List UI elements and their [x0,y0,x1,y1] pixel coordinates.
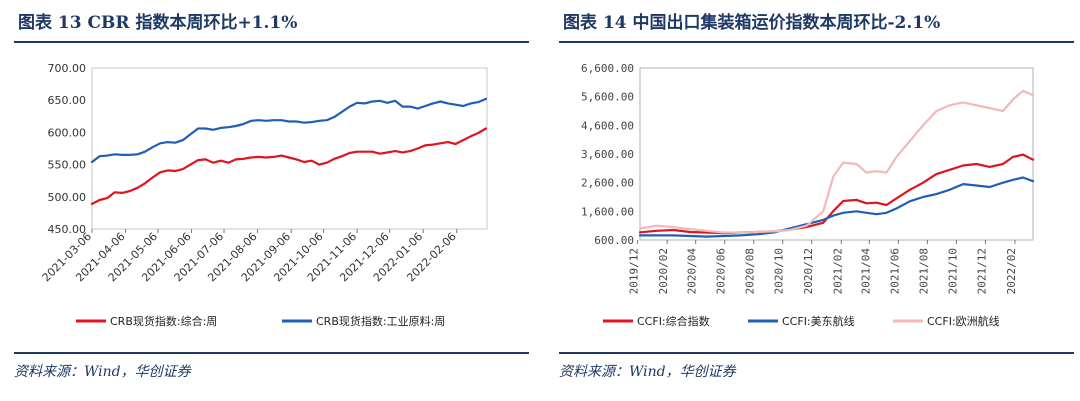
y-tick-label: 4,600.00 [581,119,634,132]
legend-label: CRB现货指数:工业原料:周 [316,314,445,328]
title-underline [559,41,1074,43]
x-tick-label: 2020/08 [744,248,757,294]
series-line-1 [90,97,487,164]
x-tick-label: 2020/12 [802,248,815,294]
y-tick-label: 550.00 [48,159,87,172]
x-tick-label: 2021/10 [946,248,959,294]
y-tick-label: 5,600.00 [581,91,634,104]
x-tick-label: 2019/12 [628,248,641,294]
y-tick-label: 650.00 [48,94,87,107]
x-tick-label: 2021/04 [859,248,872,295]
y-tick-label: 600.00 [48,126,87,139]
y-tick-label: 6,600.00 [581,62,634,75]
y-tick-label: 600.00 [594,234,634,247]
plot-area [639,67,1034,241]
source-note: 资料来源：Wind，华创证券 [14,364,191,380]
y-tick-label: 500.00 [48,191,87,204]
y-tick-label: 450.00 [48,223,87,236]
x-tick-label: 2020/10 [773,248,786,294]
chart-title: 图表 14 中国出口集装箱运价指数本周环比-2.1% [563,13,941,33]
x-tick-label: 2021/02 [831,248,844,294]
series-line-1 [638,176,1035,238]
y-tick-label: 2,600.00 [581,177,634,190]
series-line-0 [638,153,1035,235]
y-tick-label: 700.00 [48,62,87,75]
source-divider [559,352,1074,354]
chart-panel-cbr: 图表 13 CBR 指数本周环比+1.1% 700.00 650.00 600.00… [0,0,535,401]
cbr-line-chart: 700.00650.00600.00550.00500.00450.002021… [40,62,488,328]
source-divider [14,352,529,354]
y-tick-label: 3,600.00 [581,148,634,161]
legend-label: CCFI:欧洲航线 [927,314,1000,328]
chart-panel-ccfi: 图表 14 中国出口集装箱运价指数本周环比-2.1% 6,600.00 5,600… [545,0,1080,401]
chart-title: 图表 13 CBR 指数本周环比+1.1% [18,13,298,33]
legend-label: CCFI:综合指数 [637,314,710,328]
x-tick-label: 2020/04 [686,248,699,295]
x-tick-label: 2021/08 [917,248,930,294]
series-line-2 [638,89,1035,234]
legend-label: CRB现货指数:综合:周 [110,314,217,328]
x-tick-label: 2021/12 [975,248,988,294]
x-tick-label: 2022/02 [1005,248,1018,294]
title-underline [14,41,529,43]
series-line-0 [90,127,487,205]
y-tick-label: 1,600.00 [581,205,634,218]
plot-area [91,67,488,230]
ccfi-line-chart: 6,600.00 5,600.00 4,600.00 3,600.00 2,600.00… [581,62,1035,328]
x-tick-label: 2020/02 [657,248,670,294]
x-tick-label: 2021/06 [888,248,901,294]
legend-label: CCFI:美东航线 [782,314,855,328]
source-note: 资料来源：Wind，华创证券 [559,364,736,380]
x-tick-label: 2020/06 [715,248,728,294]
